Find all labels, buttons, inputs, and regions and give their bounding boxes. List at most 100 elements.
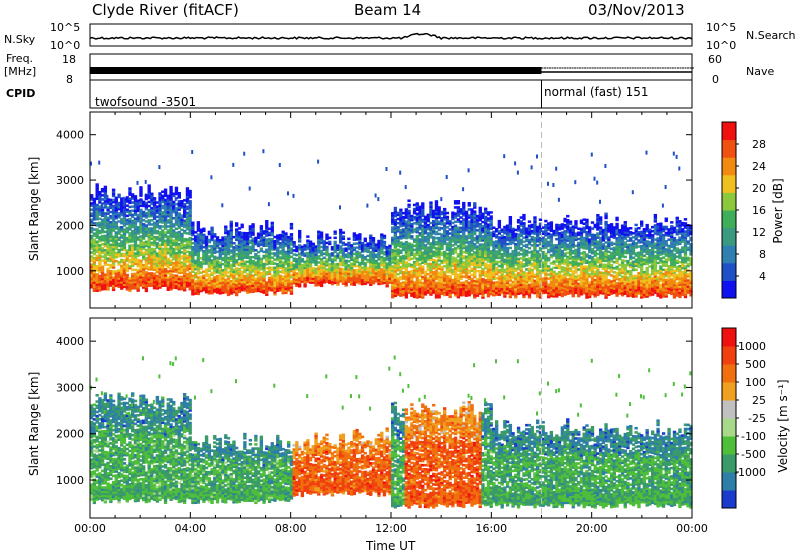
power-cell xyxy=(111,270,116,273)
power-cell xyxy=(196,270,201,273)
power-cell xyxy=(464,214,469,218)
power-cell xyxy=(505,261,510,264)
power-cell xyxy=(443,212,447,215)
power-cell xyxy=(404,214,409,217)
power-cell xyxy=(158,202,162,205)
power-cell xyxy=(415,230,419,234)
power-cell xyxy=(196,280,201,283)
power-cell xyxy=(462,201,466,205)
power-cell xyxy=(237,278,242,281)
power-cell xyxy=(432,232,436,235)
power-cell xyxy=(453,269,458,272)
power-cell xyxy=(188,214,192,217)
power-cell xyxy=(98,262,102,265)
power-cell xyxy=(451,244,455,247)
power-cell xyxy=(475,241,480,244)
power-cell xyxy=(412,240,417,243)
power-cell xyxy=(142,214,146,218)
power-cell xyxy=(240,288,244,292)
power-cell xyxy=(459,269,463,272)
power-cell xyxy=(254,236,258,240)
power-cell xyxy=(103,275,108,278)
power-cell xyxy=(473,259,477,262)
power-cell xyxy=(355,264,359,268)
power-cell xyxy=(500,257,504,260)
power-cell xyxy=(443,218,447,221)
power-cell xyxy=(437,228,441,232)
power-cell xyxy=(256,273,261,276)
power-cell xyxy=(486,233,491,237)
power-cell xyxy=(396,281,400,284)
power-cell xyxy=(437,287,441,291)
power-cell xyxy=(183,211,187,214)
power-cell xyxy=(270,223,274,227)
power-cell xyxy=(100,255,105,258)
power-cell xyxy=(355,281,359,284)
power-cell xyxy=(90,247,94,250)
power-cell xyxy=(142,231,146,234)
power-cell xyxy=(508,254,513,258)
power-cell xyxy=(325,233,329,236)
power-cell xyxy=(399,212,403,216)
power-cell xyxy=(453,251,458,254)
power-cell xyxy=(90,218,94,222)
power-cell xyxy=(229,286,233,289)
power-cell xyxy=(270,244,274,247)
power-cell xyxy=(169,198,173,201)
power-cell xyxy=(514,283,518,287)
power-cell xyxy=(508,228,513,231)
power-cell xyxy=(95,187,99,190)
power-cell xyxy=(111,280,116,283)
power-cell xyxy=(330,246,335,249)
power-cell xyxy=(451,248,455,251)
power-cell xyxy=(98,225,102,229)
power-cell xyxy=(139,276,143,279)
power-cell xyxy=(462,255,466,258)
power-cell xyxy=(492,287,496,291)
power-cell xyxy=(215,236,220,239)
power-cell xyxy=(287,289,291,292)
power-cell xyxy=(163,274,168,277)
power-cell xyxy=(152,197,157,200)
power-cell xyxy=(423,227,428,231)
power-cell xyxy=(98,223,102,227)
power-cell xyxy=(229,230,233,234)
power-cell xyxy=(246,283,250,286)
power-cell xyxy=(432,213,436,217)
power-cell xyxy=(166,198,170,202)
power-cell xyxy=(382,275,387,278)
freq-label: Freq. xyxy=(6,52,34,65)
power-cell xyxy=(224,280,228,284)
power-cell xyxy=(429,287,433,290)
power-cell xyxy=(111,209,116,212)
power-cell xyxy=(103,202,108,205)
power-cell xyxy=(319,278,324,281)
power-cell xyxy=(155,285,160,288)
power-cell xyxy=(360,246,365,249)
power-cell xyxy=(191,260,195,263)
power-cell xyxy=(276,275,280,278)
power-cell xyxy=(207,277,212,281)
power-cell xyxy=(508,232,513,235)
power-cell xyxy=(415,241,419,244)
power-cell xyxy=(278,258,283,261)
power-cell xyxy=(399,170,402,175)
power-cell xyxy=(514,289,518,293)
power-cell xyxy=(90,243,94,246)
power-cell xyxy=(287,258,291,261)
power-cell xyxy=(481,237,485,240)
power-cell xyxy=(443,279,447,282)
power-cell xyxy=(133,201,138,204)
power-cell xyxy=(325,253,329,257)
power-cell xyxy=(142,268,146,271)
power-cell xyxy=(98,280,102,284)
power-cell xyxy=(481,226,485,230)
power-cell xyxy=(229,255,233,258)
power-cell xyxy=(224,250,228,253)
power-cell xyxy=(445,289,450,292)
power-cell xyxy=(92,234,97,237)
power-cell xyxy=(185,189,190,192)
power-cell xyxy=(218,249,222,252)
power-cell xyxy=(207,273,212,277)
power-cell xyxy=(347,260,351,263)
